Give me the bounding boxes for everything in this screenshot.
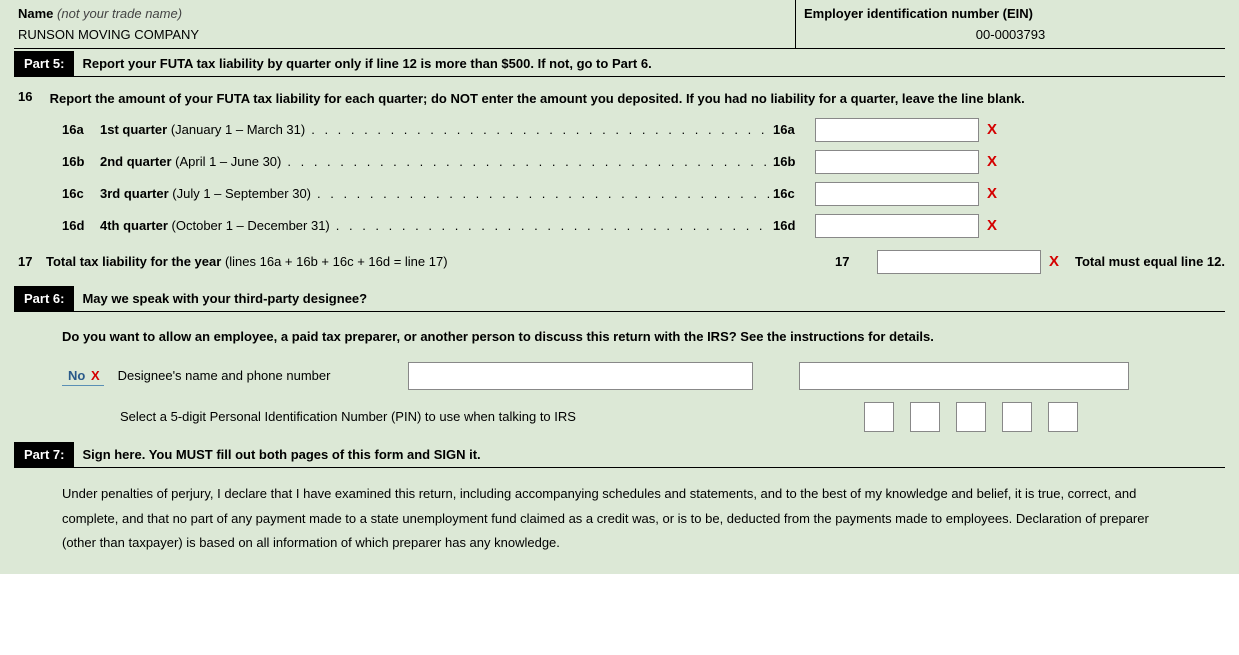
num-16d: 16d	[773, 218, 815, 233]
ein-label: Employer identification number (EIN)	[804, 6, 1217, 21]
line17-num: 17	[18, 254, 46, 269]
error-icon: X	[1049, 253, 1059, 270]
row-16a: 16a 1st quarter (January 1 – March 31) .…	[14, 110, 1225, 142]
error-icon: X	[91, 368, 100, 383]
pin-row: Select a 5-digit Personal Identification…	[62, 402, 1221, 432]
id-16c: 16c	[62, 186, 100, 201]
row-16b: 16b 2nd quarter (April 1 – June 30) . . …	[14, 142, 1225, 174]
paren-16b: (April 1 – June 30)	[175, 154, 281, 169]
name-label: Name	[18, 6, 53, 21]
line16-text: Report the amount of your FUTA tax liabi…	[50, 89, 1200, 110]
line17-paren: (lines 16a + 16b + 16c + 16d = line 17)	[225, 254, 448, 269]
error-icon: X	[987, 185, 997, 202]
ein-value: 00-0003793	[804, 27, 1217, 42]
line16-block: 16 Report the amount of your FUTA tax li…	[14, 77, 1225, 110]
error-icon: X	[987, 153, 997, 170]
label-16b: 2nd quarter	[100, 154, 172, 169]
part5-header: Part 5: Report your FUTA tax liability b…	[14, 51, 1225, 77]
part7-title: Sign here. You MUST fill out both pages …	[82, 442, 480, 467]
num-17: 17	[835, 254, 877, 269]
dots-16a: . . . . . . . . . . . . . . . . . . . . …	[305, 122, 773, 137]
input-17[interactable]	[877, 250, 1041, 274]
designee-name-input[interactable]	[408, 362, 753, 390]
pin-4[interactable]	[1002, 402, 1032, 432]
id-16d: 16d	[62, 218, 100, 233]
paren-16a: (January 1 – March 31)	[171, 122, 305, 137]
designee-phone-input[interactable]	[799, 362, 1129, 390]
num-16a: 16a	[773, 122, 815, 137]
line16-num: 16	[18, 89, 46, 104]
input-16a[interactable]	[815, 118, 979, 142]
pin-3[interactable]	[956, 402, 986, 432]
row-16c: 16c 3rd quarter (July 1 – September 30) …	[14, 174, 1225, 206]
designee-label: Designee's name and phone number	[118, 368, 331, 383]
designee-question: Do you want to allow an employee, a paid…	[62, 326, 1212, 348]
label-16a: 1st quarter	[100, 122, 167, 137]
no-link[interactable]: No X	[62, 366, 104, 386]
id-16a: 16a	[62, 122, 100, 137]
pin-2[interactable]	[910, 402, 940, 432]
row-17: 17 Total tax liability for the year (lin…	[14, 238, 1225, 284]
pin-label: Select a 5-digit Personal Identification…	[120, 409, 820, 424]
paren-16d: (October 1 – December 31)	[172, 218, 330, 233]
name-label-italic: (not your trade name)	[57, 6, 182, 21]
input-16d[interactable]	[815, 214, 979, 238]
label-16d: 4th quarter	[100, 218, 168, 233]
no-label: No	[68, 368, 85, 383]
input-16b[interactable]	[815, 150, 979, 174]
error-icon: X	[987, 217, 997, 234]
pin-5[interactable]	[1048, 402, 1078, 432]
pin-1[interactable]	[864, 402, 894, 432]
part6-header: Part 6: May we speak with your third-par…	[14, 286, 1225, 312]
declaration-text: Under penalties of perjury, I declare th…	[14, 468, 1164, 556]
designee-block: Do you want to allow an employee, a paid…	[14, 312, 1225, 440]
paren-16c: (July 1 – September 30)	[172, 186, 311, 201]
name-cell: Name (not your trade name) RUNSON MOVING…	[14, 0, 795, 48]
name-value: RUNSON MOVING COMPANY	[18, 27, 795, 42]
part7-header: Part 7: Sign here. You MUST fill out bot…	[14, 442, 1225, 468]
part5-tag: Part 5:	[14, 51, 74, 76]
pin-boxes	[864, 402, 1078, 432]
label-16c: 3rd quarter	[100, 186, 169, 201]
header-row: Name (not your trade name) RUNSON MOVING…	[14, 0, 1225, 49]
form-940: Name (not your trade name) RUNSON MOVING…	[0, 0, 1239, 574]
designee-row: No X Designee's name and phone number	[62, 362, 1221, 390]
part6-title: May we speak with your third-party desig…	[82, 286, 367, 311]
row-16d: 16d 4th quarter (October 1 – December 31…	[14, 206, 1225, 238]
part7-tag: Part 7:	[14, 442, 74, 467]
error-icon: X	[987, 121, 997, 138]
line17-note: Total must equal line 12.	[1075, 254, 1225, 269]
ein-cell: Employer identification number (EIN) 00-…	[795, 0, 1225, 48]
input-16c[interactable]	[815, 182, 979, 206]
num-16b: 16b	[773, 154, 815, 169]
dots-16b: . . . . . . . . . . . . . . . . . . . . …	[281, 154, 773, 169]
num-16c: 16c	[773, 186, 815, 201]
part5-title: Report your FUTA tax liability by quarte…	[82, 51, 651, 76]
line17-label: Total tax liability for the year	[46, 254, 221, 269]
dots-16c: . . . . . . . . . . . . . . . . . . . . …	[311, 186, 773, 201]
id-16b: 16b	[62, 154, 100, 169]
dots-16d: . . . . . . . . . . . . . . . . . . . . …	[330, 218, 773, 233]
part6-tag: Part 6:	[14, 286, 74, 311]
